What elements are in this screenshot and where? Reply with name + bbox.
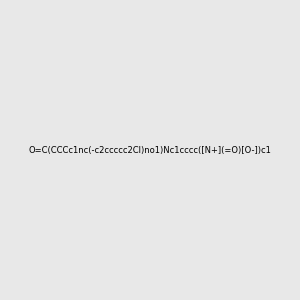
Text: O=C(CCCc1nc(-c2ccccc2Cl)no1)Nc1cccc([N+](=O)[O-])c1: O=C(CCCc1nc(-c2ccccc2Cl)no1)Nc1cccc([N+]… (28, 146, 272, 154)
